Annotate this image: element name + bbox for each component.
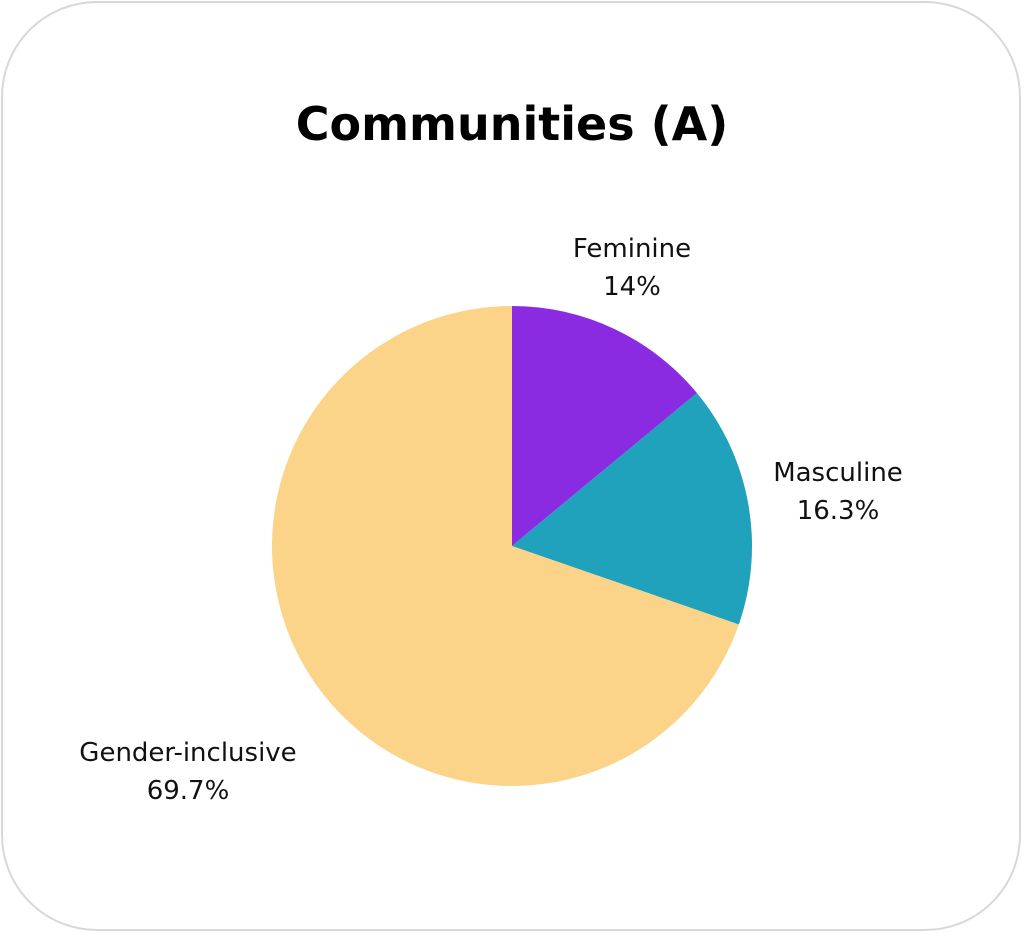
chart-title: Communities (A) (295, 97, 729, 151)
data-label-gender-inclusive-name: Gender-inclusive (79, 738, 297, 768)
data-label-masculine-value: 16.3% (796, 496, 880, 526)
pie-slices (272, 306, 753, 787)
data-label-masculine: Masculine 16.3% (738, 454, 938, 530)
data-label-feminine-value: 14% (603, 272, 661, 302)
data-label-gender-inclusive: Gender-inclusive 69.7% (48, 734, 328, 810)
pie-slice-feminine (512, 306, 697, 546)
pie-slice-gender-inclusive (272, 306, 739, 787)
pie-slice-masculine (512, 393, 753, 625)
data-label-feminine: Feminine 14% (532, 230, 732, 306)
data-label-gender-inclusive-value: 69.7% (146, 776, 230, 806)
data-label-masculine-name: Masculine (773, 458, 903, 488)
data-label-feminine-name: Feminine (572, 234, 692, 264)
